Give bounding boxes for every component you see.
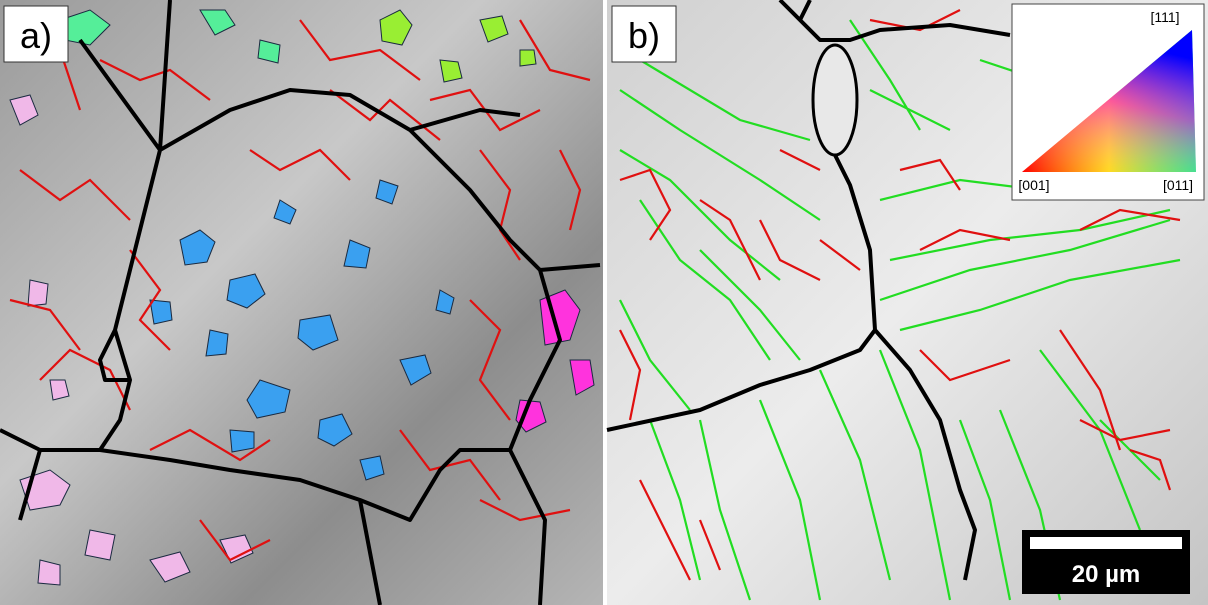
panel-label: b) bbox=[628, 15, 660, 56]
panel-label: a) bbox=[20, 15, 52, 56]
scale-bar-label: 20 µm bbox=[1072, 561, 1141, 588]
ipf-label-right: [011] bbox=[1163, 177, 1193, 193]
figure: a) b) [111] [001] [011] 20 µm bbox=[0, 0, 1208, 605]
scale-bar bbox=[1030, 537, 1182, 549]
grain-ellipse bbox=[813, 45, 857, 155]
ipf-label-left: [001] bbox=[1018, 177, 1049, 193]
ipf-label-top: [111] bbox=[1150, 9, 1179, 25]
